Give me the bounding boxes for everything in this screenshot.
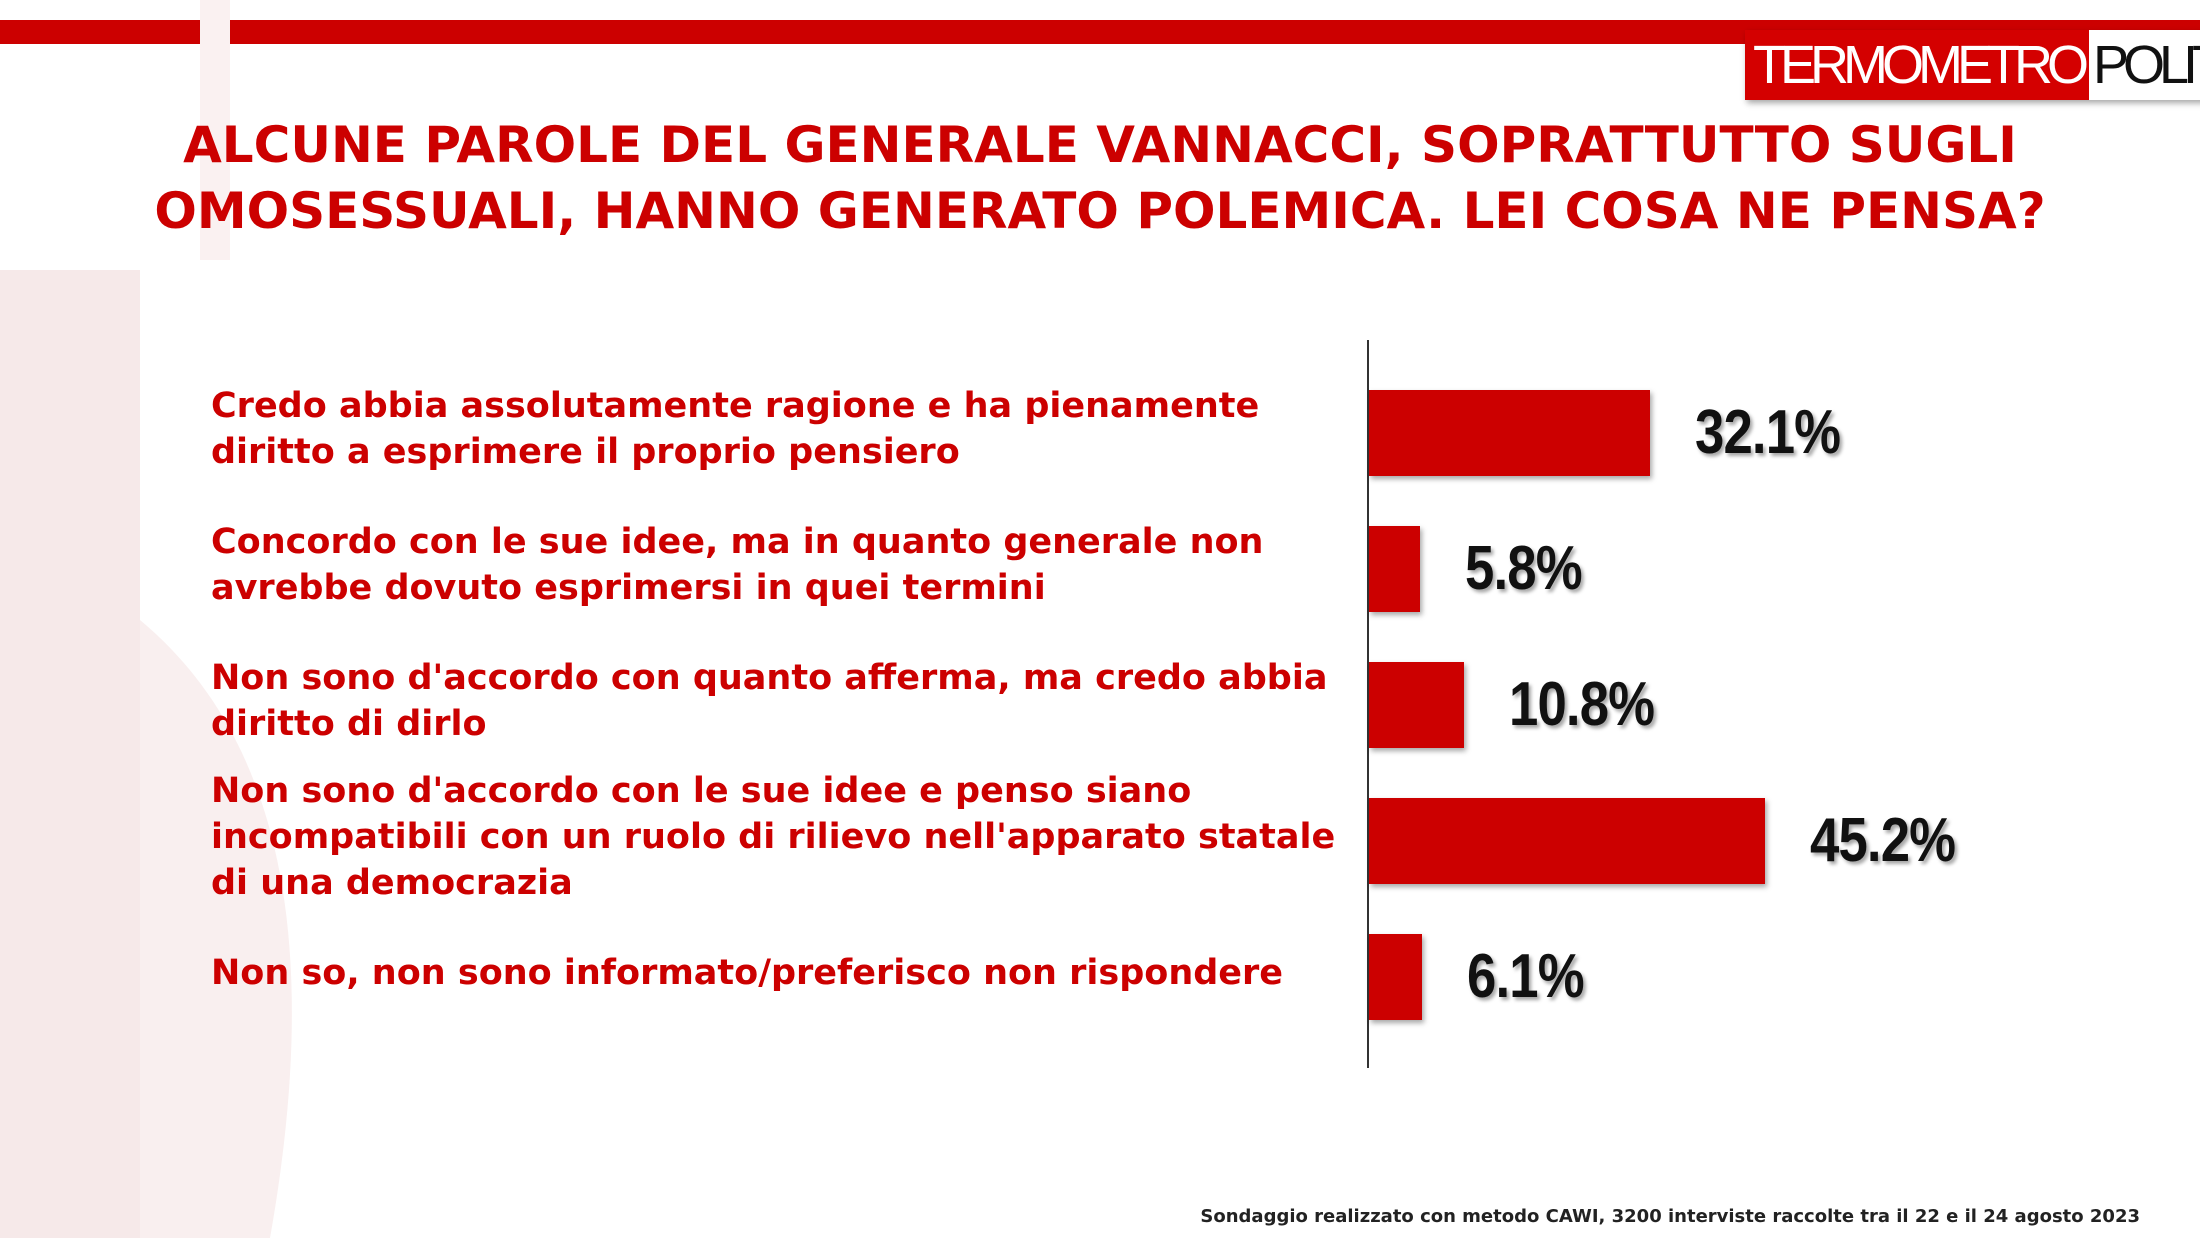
value-label: 32.1% [1694, 398, 1841, 467]
category-label: Non sono d'accordo con le sue idee e pen… [211, 771, 1336, 903]
chart-title: ALCUNE PAROLE DEL GENERALE VANNACCI, SOP… [154, 116, 2046, 240]
category-label: Credo abbia assolutamente ragione e ha p… [211, 386, 1260, 472]
value-label: 10.8% [1508, 670, 1655, 739]
bar [1369, 526, 1420, 612]
value-label: 6.1% [1467, 942, 1585, 1011]
survey-footnote: Sondaggio realizzato con metodo CAWI, 32… [1200, 1206, 2140, 1227]
termometro-politico-logo: TERMOMETRO POLITICO [1745, 30, 2200, 100]
category-label: Non sono d'accordo con quanto afferma, m… [211, 658, 1328, 744]
category-label: Concordo con le sue idee, ma in quanto g… [211, 522, 1264, 608]
bar [1369, 662, 1464, 748]
bar [1369, 390, 1650, 476]
bar [1369, 934, 1423, 1020]
value-label: 45.2% [1809, 806, 1956, 875]
value-label: 5.8% [1464, 534, 1583, 603]
bar [1369, 798, 1765, 884]
category-label: Non so, non sono informato/preferisco no… [211, 953, 1284, 993]
category-axis-line [1367, 340, 1369, 1068]
logo-red-text: TERMOMETRO [1745, 30, 2089, 100]
logo-white-text: POLITICO [2088, 30, 2200, 100]
